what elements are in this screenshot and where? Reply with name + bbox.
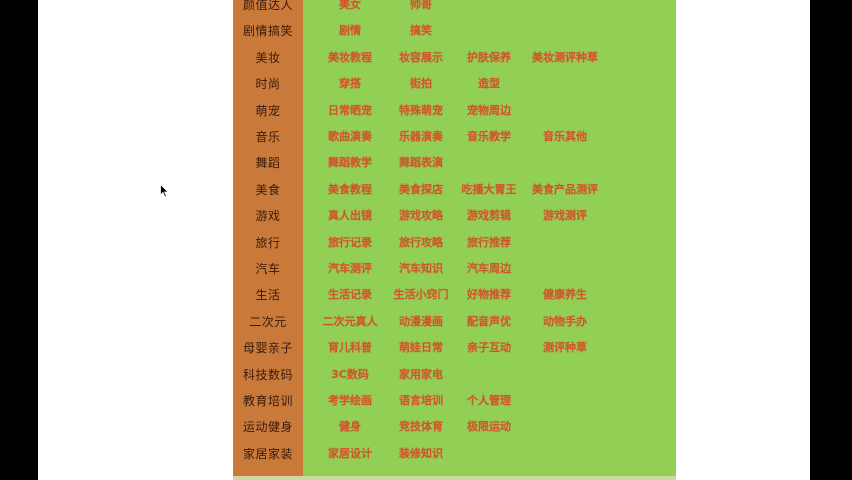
category-label: 剧情搞笑 (242, 24, 293, 39)
category-label: 舞蹈 (255, 156, 281, 171)
table-row: 家居家装 家居设计 装修知识 (233, 441, 676, 467)
subcategory-item: 美食教程 (328, 182, 372, 196)
category-label: 教育培训 (242, 394, 293, 408)
category-label: 美食 (255, 182, 281, 197)
table-row: 运动健身 健身 竞技体育 极限运动 (233, 414, 676, 440)
subcategory-item: 游戏剪辑 (467, 209, 511, 223)
subcategory-item: 舞蹈表演 (399, 156, 443, 170)
subcategory-item: 游戏攻略 (399, 209, 443, 223)
bottom-strip (233, 476, 676, 480)
table-row: 时尚 穿搭 街拍 造型 (233, 71, 676, 97)
subcategory-item: 美女 (339, 0, 361, 11)
subcategory-item: 美食探店 (399, 182, 443, 196)
table-row: 汽车 汽车测评 汽车知识 汽车周边 (233, 256, 676, 282)
subcategory-item: 个人管理 (467, 394, 511, 407)
category-label: 二次元 (249, 314, 287, 329)
subcategory-item: 歌曲演奏 (328, 130, 372, 143)
table-row: 科技数码 3C数码 家用家电 (233, 362, 676, 388)
category-label: 颜值达人 (242, 0, 293, 12)
subcategory-item: 旅行攻略 (399, 235, 443, 249)
subcategory-item: 家居设计 (328, 446, 372, 460)
subcategory-item: 造型 (478, 77, 500, 91)
subcategory-item: 美妆教程 (328, 50, 372, 64)
mouse-pointer-icon (160, 184, 169, 198)
table-row: 旅行 旅行记录 旅行攻略 旅行推荐 (233, 230, 676, 256)
subcategory-item: 旅行推荐 (467, 235, 511, 249)
table-row: 剧情搞笑 剧情 搞笑 (233, 18, 676, 44)
table-row: 美食 美食教程 美食探店 吃播大胃王 美食产品测评 (233, 177, 676, 203)
subcategory-item: 萌娃日常 (399, 341, 443, 355)
subcategory-item: 语言培训 (399, 394, 443, 407)
table-row: 教育培训 考学绘画 语言培训 个人管理 (233, 388, 676, 414)
subcategory-item: 育儿科普 (328, 341, 372, 355)
subcategory-item: 特殊萌宠 (399, 103, 443, 117)
category-label: 汽车 (255, 262, 281, 276)
subcategory-item: 装修知识 (399, 446, 443, 460)
table-row: 美妆 美妆教程 妆容展示 护肤保养 美妆测评种草 (233, 45, 676, 71)
subcategory-item: 汽车测评 (328, 262, 372, 275)
subcategory-item: 汽车周边 (467, 262, 511, 275)
category-label: 生活 (255, 288, 281, 303)
table-row: 二次元 二次元真人 动漫漫画 配音声优 动物手办 (233, 309, 676, 335)
subcategory-item: 乐器演奏 (399, 130, 443, 143)
subcategory-item: 3C数码 (331, 367, 369, 381)
subcategory-item: 护肤保养 (467, 50, 511, 64)
subcategory-item: 穿搭 (339, 77, 361, 91)
category-label: 旅行 (255, 235, 281, 250)
subcategory-item: 妆容展示 (399, 50, 443, 64)
subcategory-item: 游戏测评 (543, 209, 587, 223)
subcategory-item: 音乐教学 (467, 130, 511, 143)
category-column (233, 0, 303, 480)
table-row: 游戏 真人出镜 游戏攻略 游戏剪辑 游戏测评 (233, 203, 676, 229)
subcategory-item: 健康养生 (543, 288, 587, 302)
subcategory-item: 动漫漫画 (399, 314, 443, 328)
subcategory-item: 生活小窍门 (393, 288, 449, 302)
subcategory-item: 配音声优 (467, 314, 511, 328)
subcategory-item: 帅哥 (410, 0, 432, 11)
subcategory-item: 美食产品测评 (532, 182, 598, 196)
subcategory-item: 极限运动 (467, 420, 511, 434)
subcategory-item: 吃播大胃王 (461, 182, 517, 196)
subcategory-item: 音乐其他 (543, 130, 587, 143)
subcategory-item: 街拍 (410, 77, 432, 91)
subcategory-item: 动物手办 (543, 314, 587, 328)
subcategory-item: 健身 (339, 420, 361, 434)
category-label: 科技数码 (242, 367, 293, 382)
category-label: 家居家装 (242, 446, 293, 461)
category-label: 美妆 (255, 50, 281, 65)
subcategory-item: 二次元真人 (322, 314, 378, 328)
table-row: 萌宠 日常晒宠 特殊萌宠 宠物周边 (233, 98, 676, 124)
subcategory-item: 生活记录 (328, 288, 372, 302)
table-row: 舞蹈 舞蹈教学 舞蹈表演 (233, 150, 676, 176)
subcategory-item: 搞笑 (410, 24, 432, 38)
subcategory-item: 旅行记录 (328, 235, 372, 249)
subcategory-item: 亲子互动 (467, 341, 511, 355)
category-label: 时尚 (255, 77, 281, 92)
table-row: 母婴亲子 育儿科普 萌娃日常 亲子互动 测评种草 (233, 335, 676, 361)
table-row: 生活 生活记录 生活小窍门 好物推荐 健康养生 (233, 282, 676, 308)
table-row: 颜值达人 美女 帅哥 (233, 0, 676, 18)
category-label: 运动健身 (242, 420, 293, 435)
subcategory-item: 考学绘画 (328, 394, 372, 407)
subcategory-item: 美妆测评种草 (532, 50, 598, 64)
subcategory-item: 测评种草 (543, 341, 587, 355)
table-row: 音乐 歌曲演奏 乐器演奏 音乐教学 音乐其他 (233, 124, 676, 150)
subcategory-item: 真人出镜 (328, 209, 372, 223)
category-label: 游戏 (255, 209, 281, 224)
subcategory-item: 日常晒宠 (328, 103, 372, 117)
subcategory-item: 宠物周边 (467, 103, 511, 117)
subcategory-item: 舞蹈教学 (328, 156, 372, 170)
category-label: 音乐 (255, 130, 281, 144)
subcategory-item: 好物推荐 (467, 288, 511, 302)
subcategory-item: 剧情 (339, 24, 361, 38)
category-label: 母婴亲子 (242, 341, 293, 356)
category-label: 萌宠 (255, 103, 281, 118)
subcategory-item: 汽车知识 (399, 262, 443, 275)
category-table: 颜值达人 美女 帅哥 剧情搞笑 剧情 搞笑 美妆 美妆教程 妆容展示 护肤保养 美妆测评种草 时尚 穿搭… (233, 0, 676, 480)
subcategory-item: 家用家电 (399, 367, 443, 381)
subcategory-item: 竞技体育 (399, 420, 443, 434)
